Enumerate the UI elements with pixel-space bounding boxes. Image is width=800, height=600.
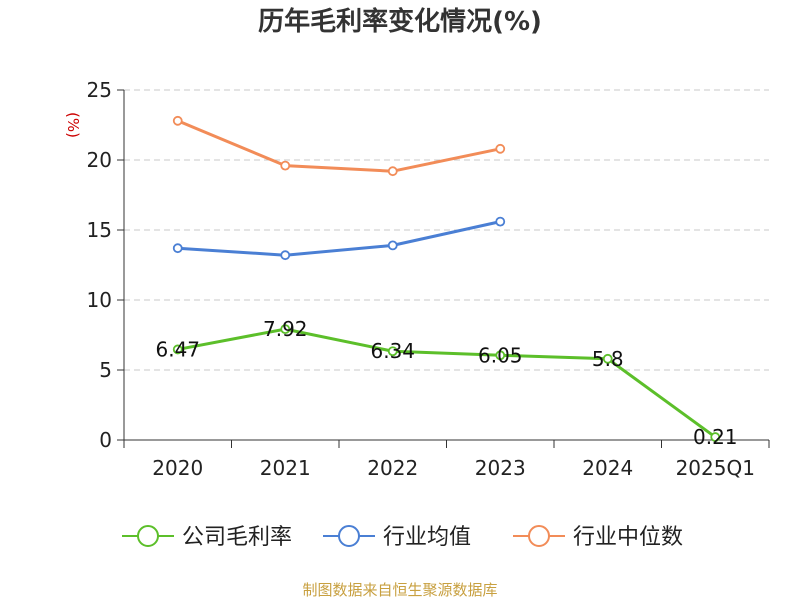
data-point-s0-2023 [495, 350, 506, 361]
data-label-2021: 7.92 [263, 317, 308, 341]
data-point-s0-2022 [387, 346, 398, 357]
x-tick-label-2020: 2020 [152, 456, 203, 480]
legend-marker-1 [338, 525, 360, 547]
data-point-s2-2020 [172, 115, 183, 126]
y-tick-label-5: 5 [99, 358, 112, 382]
data-point-s1-2022 [387, 240, 398, 251]
data-point-s2-2022 [387, 166, 398, 177]
y-tick-label-25: 25 [87, 78, 112, 102]
data-point-s0-2020 [172, 344, 183, 355]
series-layer [172, 115, 721, 442]
data-point-s2-2021 [280, 160, 291, 171]
legend-marker-0 [137, 525, 159, 547]
legend: 公司毛利率 行业均值 行业中位数 [122, 525, 683, 550]
grid-lines [124, 89, 769, 371]
data-point-s2-2023 [495, 143, 506, 154]
y-axis-label: (%) [64, 112, 82, 138]
x-tick-label-2023: 2023 [475, 456, 526, 480]
legend-item-0: 公司毛利率 [122, 525, 292, 550]
x-tick-label-2024: 2024 [582, 456, 633, 480]
source-note: 制图数据来自恒生聚源数据库 [302, 581, 497, 599]
legend-label-1: 行业均值 [383, 525, 471, 550]
data-label-2024: 5.8 [592, 347, 624, 371]
data-label-2020: 6.47 [155, 337, 200, 361]
series-line-1 [177, 220, 501, 257]
series-line-0 [177, 327, 717, 439]
data-point-s1-2023 [495, 216, 506, 227]
data-point-s1-2021 [280, 250, 291, 261]
y-tick-label-20: 20 [87, 148, 112, 172]
data-point-s0-2024 [602, 353, 613, 364]
legend-marker-2 [528, 525, 550, 547]
x-tick-label-2025Q1: 2025Q1 [676, 456, 755, 480]
chart-title: 历年毛利率变化情况(%) [258, 6, 542, 37]
x-tick-label-2022: 2022 [367, 456, 418, 480]
data-labels: 6.47 7.92 6.34 6.05 5.8 0.21 [155, 317, 737, 449]
data-point-s0-2025Q1 [710, 432, 721, 442]
legend-label-2: 行业中位数 [573, 525, 683, 550]
legend-item-1: 行业均值 [323, 525, 471, 550]
y-tick-label-15: 15 [87, 218, 112, 242]
data-label-2022: 6.34 [370, 339, 415, 363]
data-label-2025Q1: 0.21 [693, 425, 738, 449]
legend-item-2: 行业中位数 [513, 525, 683, 550]
y-tick-label-0: 0 [99, 428, 112, 452]
data-label-2023: 6.05 [478, 343, 523, 367]
data-point-s0-2021 [280, 324, 291, 335]
x-tick-label-2021: 2021 [260, 456, 311, 480]
legend-label-0: 公司毛利率 [182, 525, 292, 550]
y-tick-label-10: 10 [87, 288, 112, 312]
axes: 0 5 10 15 20 25 2020 2021 2022 2023 2024 2025Q1 [87, 78, 770, 480]
series-line-2 [177, 119, 501, 173]
data-point-s1-2020 [172, 243, 183, 254]
